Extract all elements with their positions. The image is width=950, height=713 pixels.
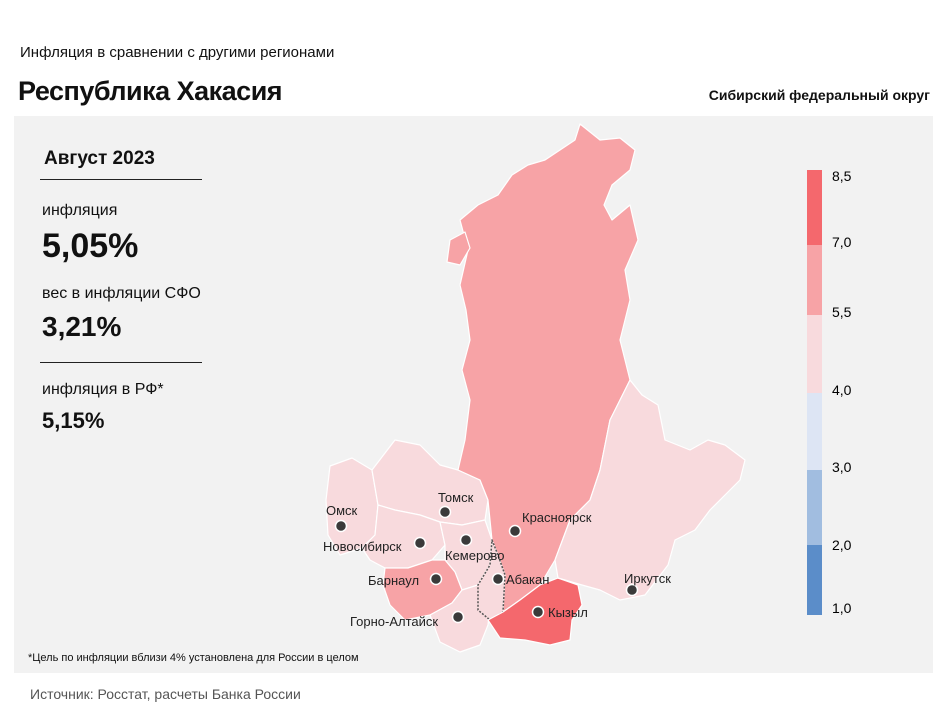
page-title: Республика Хакасия xyxy=(18,76,283,106)
rf-inflation-label: инфляция в РФ* xyxy=(42,381,164,398)
city-label: Абакан xyxy=(506,572,549,587)
legend-tick-label: 4,0 xyxy=(832,382,852,398)
legend-tick-label: 5,5 xyxy=(832,304,852,320)
region-khakassia[interactable] xyxy=(477,539,506,621)
city-marker[interactable] xyxy=(334,519,348,533)
divider xyxy=(40,362,202,363)
subtitle: Инфляция в сравнении с другими регионами xyxy=(20,44,335,61)
city-marker[interactable] xyxy=(625,583,639,597)
city-marker[interactable] xyxy=(459,533,473,547)
city-label: Красноярск xyxy=(522,510,592,525)
city-marker[interactable] xyxy=(429,572,443,586)
footnote: *Цель по инфляции вблизи 4% установлена … xyxy=(28,652,359,664)
inflation-value: 5,05% xyxy=(42,227,139,265)
city-label: Омск xyxy=(326,503,358,518)
city-label: Иркутск xyxy=(624,571,671,586)
city-label: Томск xyxy=(438,490,474,505)
city-marker[interactable] xyxy=(531,605,545,619)
legend-swatch xyxy=(807,315,822,393)
legend-tick-label: 7,0 xyxy=(832,234,852,250)
source-note: Источник: Росстат, расчеты Банка России xyxy=(30,686,301,702)
legend-tick-label: 1,0 xyxy=(832,600,852,616)
city-label: Новосибирск xyxy=(323,539,402,554)
city-marker[interactable] xyxy=(413,536,427,550)
region-krasnoyarsk-island xyxy=(446,231,471,266)
city-label: Барнаул xyxy=(368,573,419,588)
city-label: Горно-Алтайск xyxy=(350,614,438,629)
weight-value: 3,21% xyxy=(42,311,122,342)
city-label: Кызыл xyxy=(548,605,588,620)
legend-swatch xyxy=(807,470,822,545)
legend-tick-label: 2,0 xyxy=(832,537,852,553)
rf-inflation-value: 5,15% xyxy=(42,408,105,433)
period-label: Август 2023 xyxy=(44,148,155,169)
city-marker[interactable] xyxy=(508,524,522,538)
district-label: Сибирский федеральный округ xyxy=(708,87,930,103)
city-marker[interactable] xyxy=(438,505,452,519)
legend-swatch xyxy=(807,393,822,470)
legend-swatch xyxy=(807,245,822,315)
divider xyxy=(40,179,202,180)
city-marker[interactable] xyxy=(451,610,465,624)
legend-tick-label: 3,0 xyxy=(832,459,852,475)
legend-swatch xyxy=(807,170,822,245)
city-label: Кемерово xyxy=(445,548,504,563)
region-irkutsk[interactable] xyxy=(554,379,746,601)
legend-swatch xyxy=(807,545,822,615)
inflation-label: инфляция xyxy=(42,202,118,219)
weight-label: вес в инфляции СФО xyxy=(42,285,201,302)
city-marker[interactable] xyxy=(491,572,505,586)
legend-tick-label: 8,5 xyxy=(832,168,852,184)
